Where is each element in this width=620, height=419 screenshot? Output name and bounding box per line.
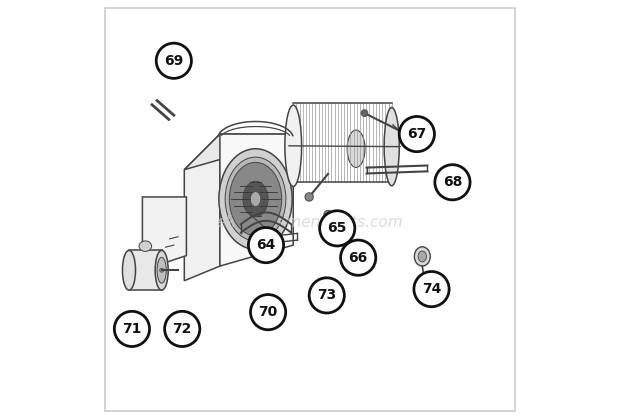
Text: eReplacementParts.com: eReplacementParts.com xyxy=(216,215,404,230)
Circle shape xyxy=(361,110,368,116)
Text: 64: 64 xyxy=(256,238,276,252)
Ellipse shape xyxy=(418,251,427,262)
Circle shape xyxy=(164,311,200,347)
Circle shape xyxy=(435,165,470,200)
Circle shape xyxy=(249,228,283,263)
Polygon shape xyxy=(184,134,293,170)
Ellipse shape xyxy=(155,251,168,290)
Circle shape xyxy=(160,268,164,272)
Text: 67: 67 xyxy=(407,127,427,141)
Text: 65: 65 xyxy=(327,221,347,235)
Ellipse shape xyxy=(384,108,399,186)
Circle shape xyxy=(156,43,192,78)
Text: 70: 70 xyxy=(259,305,278,319)
Text: 69: 69 xyxy=(164,54,184,68)
Polygon shape xyxy=(129,251,162,290)
Circle shape xyxy=(250,295,286,330)
Circle shape xyxy=(399,116,435,152)
Polygon shape xyxy=(220,134,293,266)
Ellipse shape xyxy=(229,162,281,235)
Circle shape xyxy=(324,210,332,219)
Text: 72: 72 xyxy=(172,322,192,336)
Circle shape xyxy=(305,193,313,201)
Polygon shape xyxy=(184,134,220,281)
Ellipse shape xyxy=(157,257,166,283)
Text: 71: 71 xyxy=(122,322,141,336)
Ellipse shape xyxy=(243,181,268,217)
Text: 74: 74 xyxy=(422,282,441,296)
Ellipse shape xyxy=(414,247,430,266)
Ellipse shape xyxy=(225,157,286,241)
Ellipse shape xyxy=(285,105,301,186)
Text: 66: 66 xyxy=(348,251,368,265)
Text: 73: 73 xyxy=(317,288,337,303)
Circle shape xyxy=(340,240,376,275)
Circle shape xyxy=(309,278,344,313)
Circle shape xyxy=(114,311,149,347)
Circle shape xyxy=(320,211,355,246)
Ellipse shape xyxy=(219,149,292,249)
Ellipse shape xyxy=(123,251,136,290)
Ellipse shape xyxy=(139,241,152,251)
Circle shape xyxy=(414,272,449,307)
Text: 68: 68 xyxy=(443,175,462,189)
Ellipse shape xyxy=(347,130,365,168)
Ellipse shape xyxy=(250,191,261,206)
Polygon shape xyxy=(143,197,187,270)
